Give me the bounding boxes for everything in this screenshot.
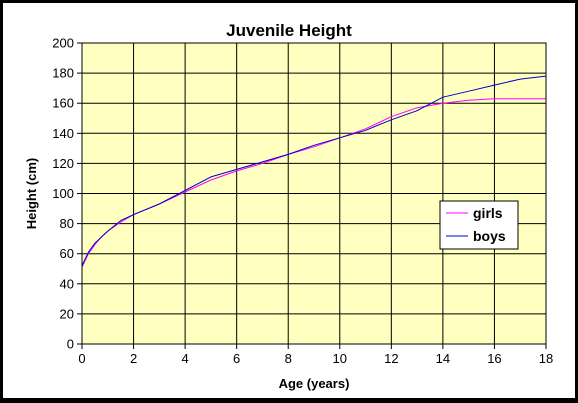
- y-tick-label: 180: [52, 66, 74, 81]
- legend-box: [439, 200, 519, 250]
- legend-label-girls: girls: [473, 205, 503, 221]
- y-tick-label: 120: [52, 156, 74, 171]
- x-tick-label: 4: [181, 351, 188, 366]
- series-lines: [81, 75, 547, 268]
- x-tick-label: 0: [78, 351, 85, 366]
- y-tick-label: 200: [52, 36, 74, 51]
- chart-title: Juvenile Height: [226, 21, 352, 40]
- x-tick-label: 12: [384, 351, 398, 366]
- legend: girls boys: [439, 200, 519, 250]
- x-axis-label: Age (years): [279, 376, 350, 391]
- x-tick-label: 2: [130, 351, 137, 366]
- y-tick-label: 60: [60, 246, 74, 261]
- y-axis-label: Height (cm): [24, 158, 39, 230]
- chart-frame: Juvenile Height 0 20 40 60 80 100 120 140 160 180…: [3, 3, 575, 398]
- axes: 0 20 40 60 80 100 120 140 160 180 200 0 2 4 6 8 10 12 14 16…: [52, 36, 553, 367]
- x-tick-label: 18: [539, 351, 553, 366]
- legend-label-boys: boys: [473, 228, 506, 244]
- x-tick-label: 14: [436, 351, 450, 366]
- line-chart: Juvenile Height 020406080100120140160180…: [24, 21, 553, 391]
- x-tick-label: 16: [487, 351, 501, 366]
- y-tick-label: 20: [60, 306, 74, 321]
- y-tick-label: 0: [67, 337, 74, 352]
- y-tick-label: 100: [52, 186, 74, 201]
- series-line-boys: [81, 75, 547, 266]
- x-tick-label: 8: [285, 351, 292, 366]
- y-tick-label: 40: [60, 276, 74, 291]
- y-tick-label: 140: [52, 126, 74, 141]
- y-tick-label: 80: [60, 216, 74, 231]
- x-tick-label: 10: [333, 351, 347, 366]
- y-tick-label: 160: [52, 96, 74, 111]
- x-tick-label: 6: [233, 351, 240, 366]
